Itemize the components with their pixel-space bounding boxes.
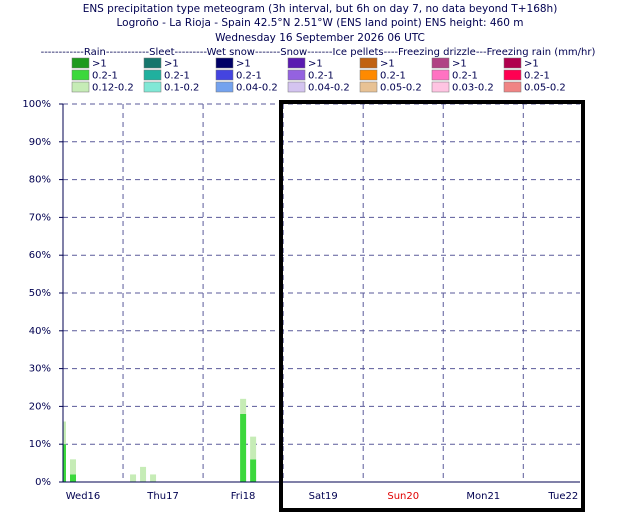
bar-segment xyxy=(140,466,147,482)
legend-label: >1 xyxy=(164,59,179,70)
bar-segment xyxy=(240,398,247,414)
legend-label: 0.04-0.2 xyxy=(236,83,278,94)
grid xyxy=(59,103,580,483)
legend-label: 0.2-1 xyxy=(380,71,406,82)
legend-swatch xyxy=(287,57,306,69)
legend-label: 0.2-1 xyxy=(236,71,262,82)
y-tick-label: 40% xyxy=(29,326,51,337)
legend-label: 0.12-0.2 xyxy=(92,83,134,94)
legend-swatch xyxy=(431,81,450,93)
legend-swatch xyxy=(71,81,90,93)
legend-swatch xyxy=(215,69,234,81)
y-tick-label: 70% xyxy=(29,212,51,223)
bars xyxy=(63,398,257,482)
x-tick-label: Tue22 xyxy=(547,491,578,502)
chart-title: ENS precipitation type meteogram (3h int… xyxy=(83,3,558,15)
legend-swatch xyxy=(431,57,450,69)
y-tick-label: 90% xyxy=(29,137,51,148)
bar-segment xyxy=(250,459,257,482)
bar-segment xyxy=(130,474,137,482)
legend-label: 0.1-0.2 xyxy=(164,83,199,94)
legend-swatch xyxy=(215,57,234,69)
run-time: Wednesday 16 September 2026 06 UTC xyxy=(215,32,425,44)
legend-label: 0.04-0.2 xyxy=(308,83,350,94)
legend-label: 0.03-0.2 xyxy=(452,83,494,94)
y-tick-label: 60% xyxy=(29,250,51,261)
legend-swatch xyxy=(143,81,162,93)
legend-swatch xyxy=(287,69,306,81)
x-tick-label: Sun20 xyxy=(387,491,419,502)
legend-swatch xyxy=(503,57,522,69)
legend-label: >1 xyxy=(92,59,107,70)
legend-label: >1 xyxy=(236,59,251,70)
y-tick-label: 100% xyxy=(22,99,51,110)
legend-label: >1 xyxy=(452,59,467,70)
legend-label: >1 xyxy=(524,59,539,70)
legend-swatch xyxy=(503,69,522,81)
legend-label: 0.2-1 xyxy=(164,71,190,82)
legend-label: >1 xyxy=(380,59,395,70)
legend-swatch xyxy=(71,69,90,81)
legend-label: 0.2-1 xyxy=(92,71,118,82)
legend-label: >1 xyxy=(308,59,323,70)
bar-segment xyxy=(63,444,66,482)
bar-segment xyxy=(250,436,257,460)
y-tick-label: 30% xyxy=(29,364,51,375)
y-tick-label: 80% xyxy=(29,175,51,186)
y-tick-label: 20% xyxy=(29,401,51,412)
x-tick-label: Mon21 xyxy=(466,491,500,502)
legend-label: 0.2-1 xyxy=(524,71,550,82)
legend-swatch xyxy=(359,81,378,93)
bar-segment xyxy=(63,421,66,445)
legend-swatch xyxy=(503,81,522,93)
bar-segment xyxy=(240,413,247,482)
x-tick-label: Wed16 xyxy=(66,491,101,502)
legend-swatch xyxy=(359,69,378,81)
legend-swatch xyxy=(71,57,90,69)
no-data-frame xyxy=(279,100,585,512)
legend-swatch xyxy=(359,57,378,69)
legend-label: 0.05-0.2 xyxy=(380,83,422,94)
legend-title: ------------Rain------------Sleet-------… xyxy=(41,47,596,58)
bar-segment xyxy=(70,459,77,475)
x-tick-label: Thu17 xyxy=(146,491,179,502)
legend-swatch xyxy=(287,81,306,93)
legend-swatch xyxy=(143,57,162,69)
y-tick-label: 50% xyxy=(29,288,51,299)
legend-label: 0.05-0.2 xyxy=(524,83,566,94)
y-tick-label: 10% xyxy=(29,439,51,450)
y-tick-label: 0% xyxy=(35,477,51,488)
x-tick-label: Sat19 xyxy=(309,491,338,502)
chart-subtitle: Logroño - La Rioja - Spain 42.5°N 2.51°W… xyxy=(117,17,524,29)
legend-swatch xyxy=(431,69,450,81)
bar-segment xyxy=(70,474,77,482)
bar-segment xyxy=(150,474,157,482)
legend-label: 0.2-1 xyxy=(452,71,478,82)
legend-swatch xyxy=(215,81,234,93)
legend-swatch xyxy=(143,69,162,81)
legend-label: 0.2-1 xyxy=(308,71,334,82)
x-tick-label: Fri18 xyxy=(231,491,256,502)
